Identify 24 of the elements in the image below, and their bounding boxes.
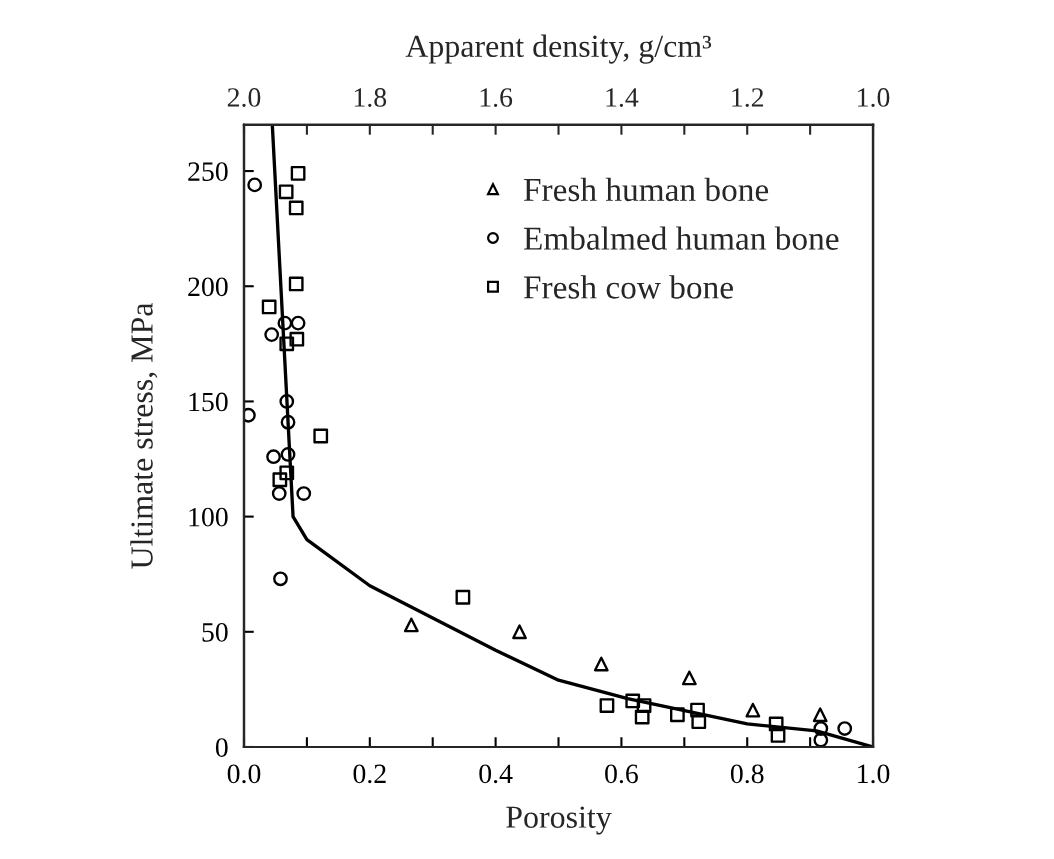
y-tick-label: 50 — [202, 622, 228, 642]
x-tick-label: 0.2 — [353, 764, 386, 784]
x-tick-label: 0.8 — [730, 764, 764, 784]
x2-tick-label: 1.0 — [858, 88, 890, 107]
y-tick-label: 100 — [189, 507, 228, 527]
x2-tick-label: 2.0 — [227, 88, 261, 107]
legend-label: Fresh cow bone — [523, 275, 733, 299]
y-tick-label: 200 — [188, 277, 228, 297]
x2-tick-label: 1.4 — [606, 88, 639, 107]
x-tick-label: 0.4 — [479, 764, 513, 784]
y-tick-label: 0 — [215, 738, 228, 757]
x-axis-title: Porosity — [506, 806, 612, 835]
x2-tick-label: 1.8 — [354, 88, 387, 107]
y-tick-label: 150 — [189, 392, 228, 412]
y-axis-title: Ultimate stress, MPa — [130, 302, 158, 569]
x-tick-label: 0.6 — [605, 764, 638, 784]
legend-label: Embalmed human bone — [523, 226, 839, 250]
x2-tick-label: 1.2 — [732, 88, 764, 107]
legend-label: Fresh human bone — [523, 177, 769, 202]
y-tick-label: 250 — [188, 162, 228, 181]
x-tick-label: 0.0 — [227, 764, 261, 784]
x2-axis-title: Apparent density, g/cm³ — [405, 34, 712, 64]
x2-tick-label: 1.6 — [480, 88, 513, 107]
x-tick-label: 1.0 — [858, 764, 890, 784]
